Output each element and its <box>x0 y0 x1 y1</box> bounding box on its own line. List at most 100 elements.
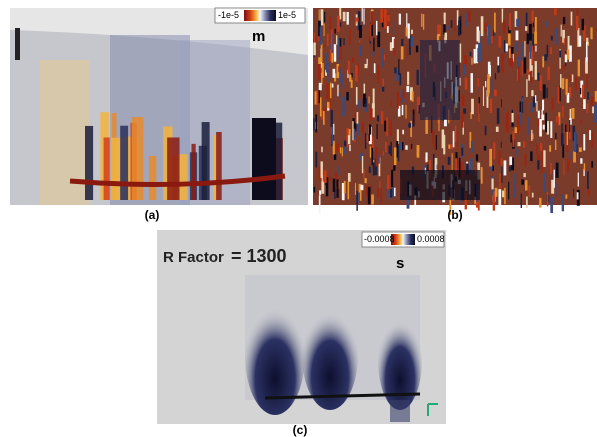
texture <box>406 85 410 93</box>
texture <box>494 12 496 33</box>
texture <box>313 186 316 193</box>
texture <box>585 57 588 74</box>
texture <box>359 100 361 111</box>
texture <box>450 20 453 28</box>
texture <box>551 97 554 111</box>
texture <box>497 58 500 73</box>
texture <box>343 38 345 46</box>
unit: s <box>396 255 404 272</box>
texture <box>587 91 589 100</box>
texture <box>411 29 413 34</box>
texture <box>573 188 575 198</box>
texture <box>477 190 480 211</box>
texture <box>536 144 538 155</box>
annotation-value: = 1300 <box>231 246 287 266</box>
texture <box>374 157 378 176</box>
texture <box>394 20 396 35</box>
texture <box>539 142 543 151</box>
blob <box>378 310 422 410</box>
texture <box>351 57 355 63</box>
texture <box>565 124 567 132</box>
texture <box>352 118 355 129</box>
texture <box>475 44 479 64</box>
unit: m <box>252 28 265 45</box>
texture <box>476 26 480 42</box>
texture <box>562 65 565 71</box>
texture <box>425 116 428 134</box>
texture <box>441 129 445 149</box>
texture <box>398 13 401 25</box>
texture <box>594 104 597 123</box>
texture <box>321 174 325 184</box>
texture <box>539 119 542 137</box>
texture <box>405 145 408 150</box>
texture <box>393 187 396 197</box>
texture <box>341 147 343 157</box>
texture <box>531 192 534 198</box>
horizon <box>264 392 421 400</box>
texture <box>438 117 440 132</box>
texture <box>371 194 374 205</box>
texture <box>371 103 375 118</box>
colorbar <box>391 234 415 245</box>
texture <box>543 150 546 168</box>
texture <box>491 36 493 44</box>
texture <box>394 147 397 166</box>
texture <box>544 172 546 193</box>
texture <box>569 108 572 121</box>
texture <box>372 136 374 152</box>
texture <box>346 11 349 25</box>
texture <box>407 71 410 85</box>
texture <box>553 169 555 188</box>
texture <box>448 144 451 149</box>
texture <box>131 117 144 200</box>
texture <box>517 114 520 134</box>
texture <box>443 12 446 25</box>
texture <box>368 166 371 173</box>
colorbar-max: 1e-5 <box>278 10 296 20</box>
texture <box>167 137 180 200</box>
texture <box>435 135 437 150</box>
texture <box>505 112 509 133</box>
texture <box>489 65 492 77</box>
texture <box>537 110 540 119</box>
texture <box>571 108 575 119</box>
texture <box>519 111 522 125</box>
texture <box>376 154 380 164</box>
texture <box>521 97 524 102</box>
texture <box>412 113 414 128</box>
blob <box>245 295 305 415</box>
texture <box>461 94 465 106</box>
texture <box>338 93 341 99</box>
texture <box>510 58 514 68</box>
texture <box>503 40 506 53</box>
texture <box>586 73 588 89</box>
texture <box>332 178 336 193</box>
texture <box>549 145 552 152</box>
texture <box>557 86 560 104</box>
texture <box>555 139 557 151</box>
texture <box>350 79 353 88</box>
texture <box>373 37 375 52</box>
texture <box>432 153 435 174</box>
texture <box>542 124 545 130</box>
texture <box>368 126 372 145</box>
texture <box>85 125 94 200</box>
texture <box>456 10 459 26</box>
texture <box>461 112 464 128</box>
panel-c: -0.0008 0.0008 R Factor = 1300 s (c) <box>157 230 446 437</box>
texture <box>493 89 497 97</box>
texture <box>319 190 322 195</box>
texture <box>444 32 448 40</box>
texture <box>447 156 451 165</box>
texture <box>516 18 520 27</box>
texture <box>341 73 343 89</box>
texture <box>495 126 499 132</box>
texture <box>475 154 479 162</box>
texture <box>514 11 518 27</box>
texture <box>370 11 374 25</box>
texture <box>500 141 502 148</box>
texture <box>343 180 346 194</box>
texture <box>410 87 413 101</box>
